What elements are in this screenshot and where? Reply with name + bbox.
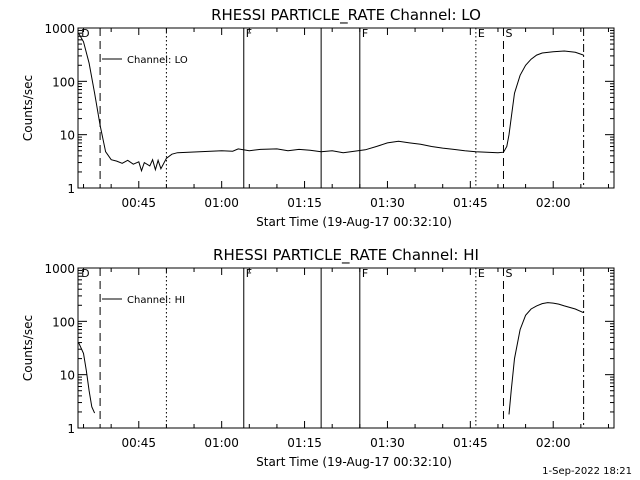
event-marker-label: E (478, 27, 485, 40)
series-line (78, 32, 584, 173)
y-tick-label: 1 (67, 182, 75, 196)
y-tick-label: 100 (52, 75, 75, 89)
x-axis-label: Start Time (19-Aug-17 00:32:10) (256, 215, 452, 229)
x-tick-label: 01:15 (287, 436, 322, 450)
y-tick-label: 1000 (44, 22, 75, 36)
event-marker-label: S (505, 267, 512, 280)
event-marker-label: F (362, 27, 368, 40)
event-marker-label: E (478, 267, 485, 280)
series-line (508, 302, 584, 415)
timestamp: 1-Sep-2022 18:21 (542, 466, 632, 477)
series-line (78, 342, 96, 414)
x-axis-label: Start Time (19-Aug-17 00:32:10) (256, 455, 452, 469)
x-tick-label: 01:30 (370, 436, 405, 450)
x-tick-label: 01:45 (453, 196, 488, 210)
event-marker-label: F (362, 267, 368, 280)
event-marker-label: F (246, 27, 252, 40)
x-tick-label: 00:45 (121, 196, 156, 210)
x-tick-label: 01:00 (204, 196, 239, 210)
legend-label: Channel: HI (127, 295, 185, 306)
chart-title: RHESSI PARTICLE_RATE Channel: HI (213, 246, 479, 265)
x-tick-label: 01:15 (287, 196, 322, 210)
event-marker-label: F (246, 267, 252, 280)
x-tick-label: 00:45 (121, 436, 156, 450)
chart-title: RHESSI PARTICLE_RATE Channel: LO (211, 6, 481, 25)
event-marker-label: D (81, 267, 89, 280)
x-tick-label: 01:30 (370, 196, 405, 210)
y-tick-label: 1000 (44, 262, 75, 276)
plot-frame (77, 267, 615, 429)
legend-label: Channel: LO (127, 55, 188, 66)
y-tick-label: 1 (67, 422, 75, 436)
event-marker-label: S (505, 27, 512, 40)
y-axis-label: Counts/sec (21, 75, 35, 141)
y-tick-label: 10 (60, 129, 75, 143)
plot-frame (77, 27, 615, 189)
x-tick-label: 01:45 (453, 436, 488, 450)
lo-channel-panel: RHESSI PARTICLE_RATE Channel: LO 00:45 01:… (21, 6, 615, 229)
hi-channel-panel: RHESSI PARTICLE_RATE Channel: HI 00:45 01:… (21, 246, 615, 469)
event-marker-label: D (81, 27, 89, 40)
x-tick-label: 02:00 (536, 436, 571, 450)
x-tick-label: 01:00 (204, 436, 239, 450)
y-tick-label: 10 (60, 369, 75, 383)
y-axis-label: Counts/sec (21, 315, 35, 381)
y-tick-label: 100 (52, 315, 75, 329)
x-tick-label: 02:00 (536, 196, 571, 210)
